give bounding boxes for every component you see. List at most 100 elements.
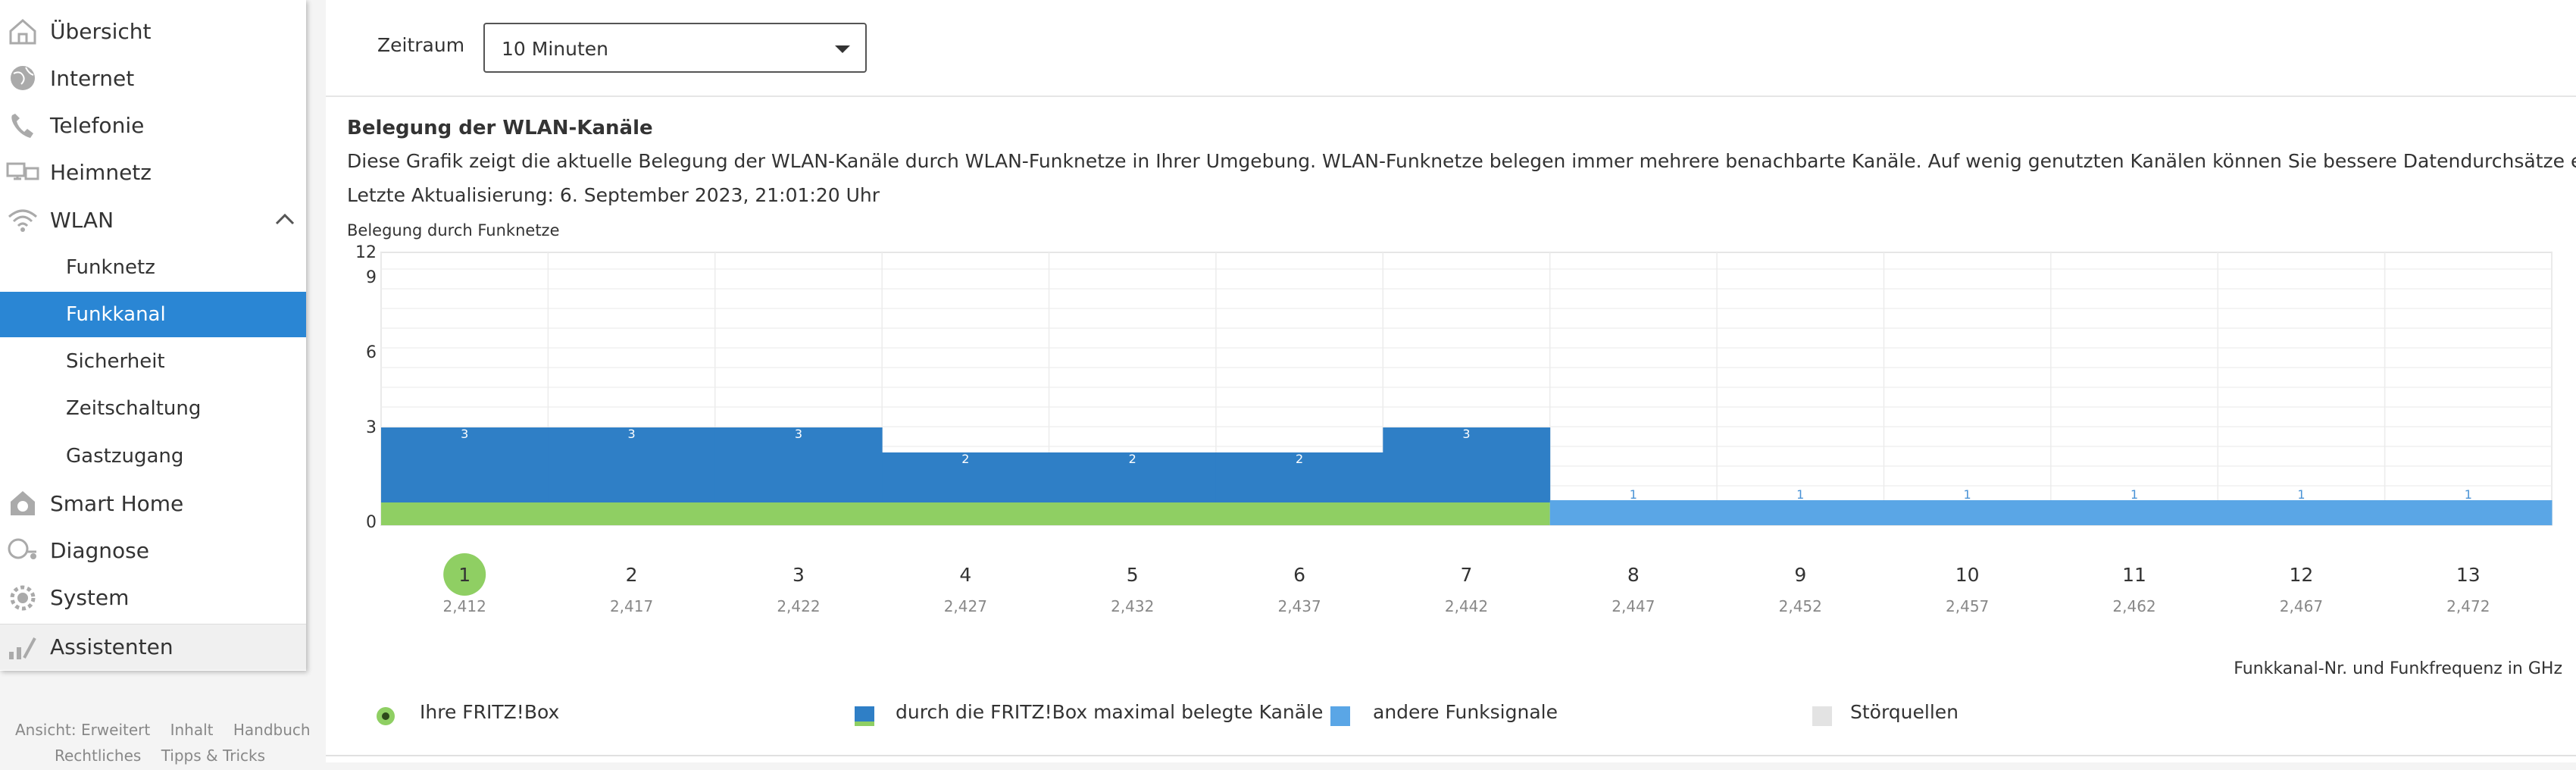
frequency-label: 2,467	[2280, 597, 2323, 615]
sidebar-subitem-label: Gastzugang	[66, 444, 184, 468]
bar-andere-channel-10	[1884, 500, 2052, 525]
bar-value-label: 1	[1964, 487, 1971, 502]
sidebar-subitem-gastzugang[interactable]: Gastzugang	[0, 434, 306, 479]
bar-belegt-channel-5	[1049, 452, 1217, 502]
chevron-up-icon[interactable]	[274, 211, 295, 227]
x-tick-label: 12	[2290, 564, 2314, 586]
fritzbox-channel-marker	[443, 553, 486, 596]
bar-value-label: 1	[2465, 487, 2472, 502]
frequency-label: 2,422	[777, 597, 820, 615]
zeitraum-label: Zeitraum	[377, 34, 465, 56]
smarthome-icon	[11, 491, 35, 515]
bar-belegt-channel-1	[381, 427, 549, 502]
zeitraum-selected-value: 10 Minuten	[502, 38, 608, 60]
section-title: Belegung der WLAN-Kanäle	[347, 117, 653, 139]
bar-value-label: 3	[1462, 427, 1470, 441]
x-tick-label: 3	[792, 564, 805, 586]
sidebar-subitem-sicherheit[interactable]: Sicherheit	[0, 339, 306, 384]
footer-tipps-link[interactable]: Tipps & Tricks	[161, 747, 266, 765]
sidebar-item-label: Internet	[50, 65, 135, 91]
bar-belegt-channel-2	[548, 427, 716, 502]
sidebar-subitem-label: Zeitschaltung	[66, 397, 202, 421]
x-tick-label: 6	[1293, 564, 1305, 586]
footer-inhalt-link[interactable]: Inhalt	[170, 721, 214, 739]
sidebar-item-label: Telefonie	[50, 113, 145, 139]
sidebar: Übersicht Internet Telefonie Heimnetz WLAN Fu…	[0, 0, 306, 671]
bar-belegt-channel-6	[1215, 452, 1383, 502]
x-tick-label: 8	[1627, 564, 1640, 586]
frequency-label: 2,447	[1612, 597, 1655, 615]
main-content: Zeitraum 10 Minuten Belegung der WLAN-Ka…	[326, 0, 2576, 762]
sidebar-item-label: Heimnetz	[50, 160, 152, 186]
y-tick-label: 3	[366, 418, 377, 437]
y-tick-label: 6	[366, 343, 377, 362]
andere-legend-icon	[1330, 706, 1350, 726]
diagnose-icon	[8, 538, 36, 560]
x-tick-label: 9	[1794, 564, 1806, 586]
footer-ansicht-link[interactable]: Ansicht: Erweitert	[15, 721, 151, 739]
network-icon	[6, 162, 39, 180]
sidebar-item-system[interactable]: System	[0, 575, 306, 621]
footer-rechtliches-link[interactable]: Rechtliches	[55, 747, 142, 765]
x-tick-label: 5	[1127, 564, 1139, 586]
bar-value-label: 2	[1296, 452, 1303, 466]
belegt-legend-icon	[855, 706, 874, 726]
sidebar-item-übersicht[interactable]: Übersicht	[0, 8, 306, 54]
bar-value-label: 3	[627, 427, 635, 441]
legend-andere: andere Funksignale	[1373, 701, 1558, 723]
sidebar-item-label: Übersicht	[50, 18, 152, 44]
bar-value-label: 2	[1129, 452, 1136, 466]
section-description: Diese Grafik zeigt die aktuelle Belegung…	[347, 150, 2576, 172]
frequency-label: 2,427	[944, 597, 987, 615]
sidebar-item-heimnetz[interactable]: Heimnetz	[0, 150, 306, 196]
gear-icon	[10, 585, 36, 611]
sidebar-item-smart-home[interactable]: Smart Home	[0, 480, 306, 526]
bar-andere-channel-12	[2218, 500, 2386, 525]
frequency-label: 2,417	[610, 597, 653, 615]
y-tick-label: 9	[366, 268, 377, 287]
sidebar-item-assistenten[interactable]: Assistenten	[0, 623, 306, 670]
chart-title: Belegung durch Funknetze	[347, 221, 560, 239]
x-tick-label: 11	[2122, 564, 2146, 586]
sidebar-subitem-funkkanal[interactable]: Funkkanal	[0, 291, 306, 337]
frequency-label: 2,452	[1779, 597, 1822, 615]
globe-icon	[11, 66, 35, 91]
frequency-label: 2,457	[1946, 597, 1989, 615]
sidebar-item-label: Diagnose	[50, 537, 149, 563]
sidebar-item-wlan[interactable]: WLAN	[0, 197, 306, 243]
sidebar-subitem-label: Funkkanal	[66, 302, 166, 326]
frequency-label: 2,462	[2112, 597, 2156, 615]
x-tick-label: 4	[959, 564, 971, 586]
footer-handbuch-link[interactable]: Handbuch	[233, 721, 311, 739]
bar-belegt-channel-7	[1383, 427, 1551, 502]
legend-belegt: durch die FRITZ!Box maximal belegte Kanä…	[896, 701, 1324, 723]
bar-value-label: 3	[461, 427, 468, 441]
bar-belegt-channel-4	[882, 452, 1050, 502]
x-tick-label: 2	[626, 564, 638, 586]
footer-links: Ansicht: Erweitert Inhalt Handbuch Recht…	[15, 715, 326, 770]
sidebar-item-telefonie[interactable]: Telefonie	[0, 103, 306, 149]
sidebar-item-label: WLAN	[50, 207, 114, 233]
bar-value-label: 1	[1796, 487, 1804, 502]
bar-value-label: 3	[795, 427, 802, 441]
sidebar-subitem-label: Sicherheit	[66, 350, 165, 374]
last-update: Letzte Aktualisierung: 6. September 2023…	[347, 184, 880, 206]
bar-value-label: 2	[961, 452, 969, 466]
zeitraum-select[interactable]: 10 Minuten	[483, 23, 867, 73]
x-tick-label: 1	[458, 564, 470, 586]
bar-value-label: 1	[2131, 487, 2138, 502]
sidebar-subitem-funknetz[interactable]: Funknetz	[0, 245, 306, 290]
frequency-label: 2,432	[1111, 597, 1154, 615]
bar-andere-channel-13	[2384, 500, 2553, 525]
sidebar-item-diagnose[interactable]: Diagnose	[0, 527, 306, 573]
sidebar-subitem-zeitschaltung[interactable]: Zeitschaltung	[0, 386, 306, 431]
bar-value-label: 1	[1630, 487, 1637, 502]
sidebar-item-internet[interactable]: Internet	[0, 55, 306, 101]
sidebar-item-label: System	[50, 585, 130, 611]
frequency-label: 2,442	[1445, 597, 1488, 615]
bar-andere-channel-11	[2050, 500, 2218, 525]
x-tick-label: 13	[2456, 564, 2481, 586]
bar-andere-channel-9	[1717, 500, 1884, 525]
x-tick-label: 10	[1955, 564, 1980, 586]
